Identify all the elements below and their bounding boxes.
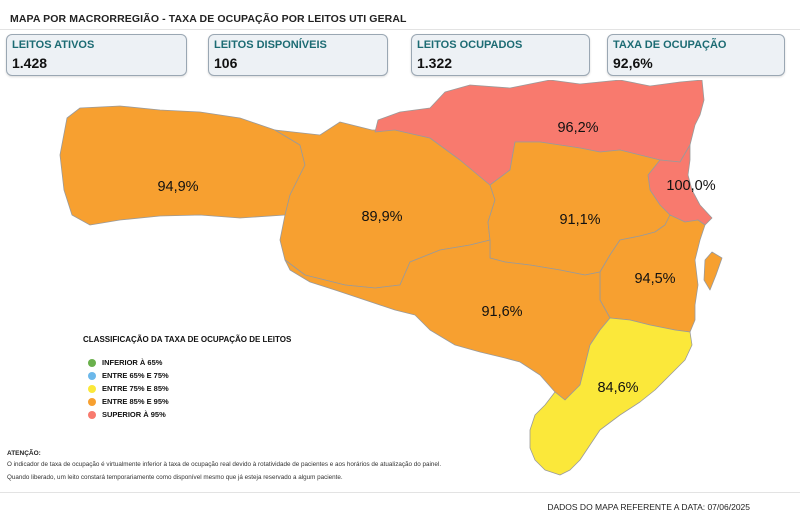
legend-dot-icon [88,384,96,393]
legend-label: ENTRE 75% E 85% [102,384,169,393]
region-label-meio-oeste: 89,9% [361,209,402,225]
legend-item: ENTRE 85% E 95% [88,395,169,408]
region-label-extremo-oeste: 94,9% [157,179,198,195]
card-leitos-ativos: LEITOS ATIVOS 1.428 [6,34,187,76]
region-label-vale-itajai: 91,1% [559,212,600,228]
region-sul[interactable] [529,317,693,476]
footer-divider [0,492,800,493]
card-leitos-ocupados: LEITOS OCUPADOS 1.322 [411,34,590,76]
region-extremo-oeste[interactable] [59,105,306,226]
card-value: 106 [214,55,238,71]
region-label-norte: 96,2% [557,120,598,136]
legend-item: ENTRE 65% E 75% [88,369,169,382]
legend-dot-icon [88,371,96,380]
legend-label: ENTRE 85% E 95% [102,397,169,406]
legend-label: SUPERIOR À 95% [102,410,166,419]
map-title: MAPA POR MACRORREGIÃO - TAXA DE OCUPAÇÃO… [10,13,407,25]
legend-label: INFERIOR À 65% [102,358,163,367]
card-taxa-ocupacao: TAXA DE OCUPAÇÃO 92,6% [607,34,785,76]
legend-title: CLASSIFICAÇÃO DA TAXA DE OCUPAÇÃO DE LEI… [83,335,292,344]
region-label-foz-itajai: 100,0% [666,178,715,194]
card-value: 1.322 [417,55,453,71]
header-divider [0,29,800,30]
legend-dot-icon [88,410,96,419]
card-label: LEITOS ATIVOS [12,39,95,51]
legend: INFERIOR À 65% ENTRE 65% E 75% ENTRE 75%… [88,356,169,421]
notes-title: ATENÇÃO: [7,450,41,457]
card-value: 92,6% [613,55,653,71]
notes-line-1: O indicador de taxa de ocupação é virtua… [7,461,442,468]
region-label-sul: 84,6% [597,380,638,396]
legend-dot-icon [88,397,96,406]
data-reference-date: DADOS DO MAPA REFERENTE A DATA: 07/06/20… [547,502,750,512]
legend-item: SUPERIOR À 95% [88,408,169,421]
legend-item: ENTRE 75% E 85% [88,382,169,395]
notes-line-2: Quando liberado, um leito constará tempo… [7,474,343,481]
region-label-planalto-serrano: 91,6% [481,304,522,320]
legend-dot-icon [88,358,96,367]
santa-catarina-map: 94,9% 89,9% 96,2% 100,0% 91,1% 94,5% 91,… [59,80,723,476]
legend-label: ENTRE 65% E 75% [102,371,169,380]
legend-item: INFERIOR À 65% [88,356,169,369]
card-label: LEITOS OCUPADOS [417,39,523,51]
card-label: TAXA DE OCUPAÇÃO [613,39,727,51]
region-grande-florianopolis[interactable] [599,214,723,333]
card-leitos-disponiveis: LEITOS DISPONÍVEIS 106 [208,34,388,76]
region-label-grande-florianopolis: 94,5% [634,271,675,287]
card-value: 1.428 [12,55,48,71]
card-label: LEITOS DISPONÍVEIS [214,39,327,51]
